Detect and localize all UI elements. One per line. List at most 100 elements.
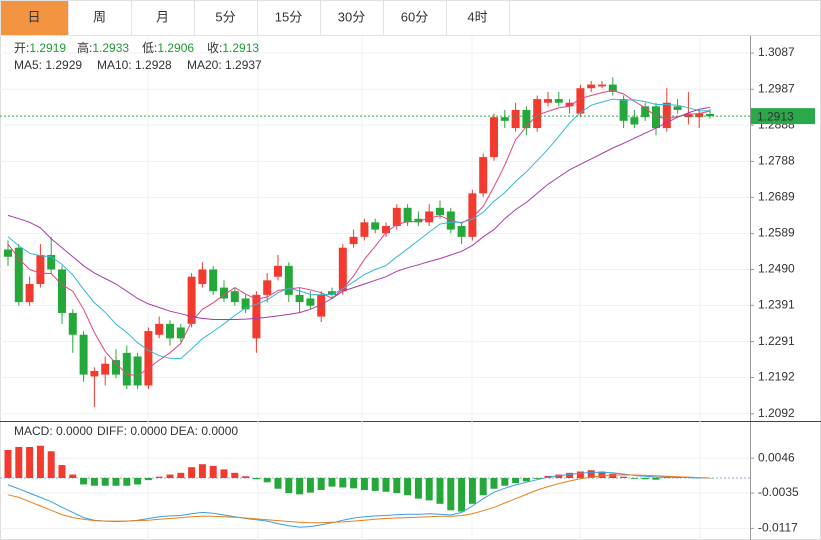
candle-body [619,99,628,121]
macd-bar [436,477,444,504]
macd-bar [630,477,638,479]
macd-bar [512,477,520,484]
y-tick-label: -0.0035 [758,485,799,499]
y-tick-label: -0.0117 [758,521,798,535]
candle-body [209,269,218,292]
tab-label[interactable]: 15分 [275,9,302,24]
candle-body [241,298,250,310]
macd-bar [620,476,628,478]
candle-body [457,225,466,237]
candle-body [187,276,196,324]
candle-body [284,265,293,295]
macd-bar [382,477,390,492]
macd-bar [490,477,498,489]
tab[interactable] [320,0,384,36]
tab[interactable] [257,0,321,36]
candle-body [338,247,347,292]
candle-body [662,102,671,129]
candle-body [155,323,164,335]
tab[interactable] [68,0,132,36]
macd-bar [522,477,530,482]
tab[interactable] [194,0,258,36]
candle-body [122,352,131,386]
macd-bar [425,477,433,501]
tab-label[interactable]: 月 [156,9,169,24]
macd-bar [317,477,325,491]
candle-body [90,370,99,377]
tab-label[interactable]: 日 [27,9,40,24]
candle-body [576,88,585,114]
macd-bar [26,446,34,478]
legend-entry: DIFF: 0.0000 [97,424,167,438]
tab[interactable] [131,0,195,36]
macd-bar [339,477,347,488]
macd-bar [468,477,476,504]
ohlc-info: 收:1.2913 [207,41,259,55]
macd-bar [144,477,152,481]
last-price-label: 1.2913 [757,109,794,123]
candle-body [263,280,272,295]
legend-entry: MACD: 0.0000 [14,424,93,438]
macd-bar [598,471,606,478]
tab-label[interactable]: 30分 [338,9,365,24]
macd-bar [501,477,509,486]
candle-body [274,265,282,277]
candle-body [220,287,228,299]
macd-bar [350,477,358,489]
macd-bar [220,469,228,478]
macd-bar [296,477,304,495]
y-tick-label: 1.3087 [758,45,795,59]
macd-bar [134,477,142,485]
macd-bar [328,477,336,487]
candle-body [652,106,660,129]
macd-bar [112,477,120,486]
candle-body [25,283,34,303]
macd-bar [404,477,412,496]
macd-bar [533,477,541,479]
macd-bar [566,472,574,478]
tab[interactable] [0,0,69,36]
candle-body [468,193,477,237]
candle-body [360,222,369,237]
ohlc-info: 高:1.2933 [77,40,129,55]
macd-bar [285,477,293,494]
candle-body [479,157,488,194]
macd-bar [609,473,617,478]
tab-label[interactable]: 4时 [467,9,487,24]
macd-bar [58,465,66,478]
macd-bar [188,467,196,478]
candle-body [176,327,185,339]
tab[interactable] [383,0,447,36]
candle-body [101,363,110,375]
candle-body [641,106,650,118]
macd-bar [371,477,379,491]
candle-body [425,211,434,223]
y-tick-label: 1.2092 [758,406,795,420]
tab-label[interactable]: 60分 [401,9,428,24]
tab-label[interactable]: 周 [93,9,106,24]
ohlc-info: 开:1.2919 [14,41,66,55]
tab-label[interactable]: 5分 [215,9,235,24]
legend-entry: MA5: 1.2929 [14,58,82,72]
macd-bar [198,464,206,478]
candle-body [565,102,574,107]
candle-body [295,294,304,303]
macd-bar [458,477,466,512]
candle-body [166,323,174,339]
candle-body [328,291,336,295]
candle-body [58,269,66,313]
macd-bar [69,474,77,478]
candle-body [554,99,563,103]
y-tick-label: 1.2490 [758,262,795,276]
macd-line [7,474,711,524]
candle-body [673,106,682,110]
tab[interactable] [446,0,510,36]
legend-entry: MA10: 1.2928 [97,58,172,72]
ma-line [7,106,711,320]
candle-body [500,117,509,121]
y-tick-label: 1.2192 [758,370,795,384]
candle-body [14,247,23,303]
candle-body [112,360,120,375]
ma-line [7,98,710,360]
